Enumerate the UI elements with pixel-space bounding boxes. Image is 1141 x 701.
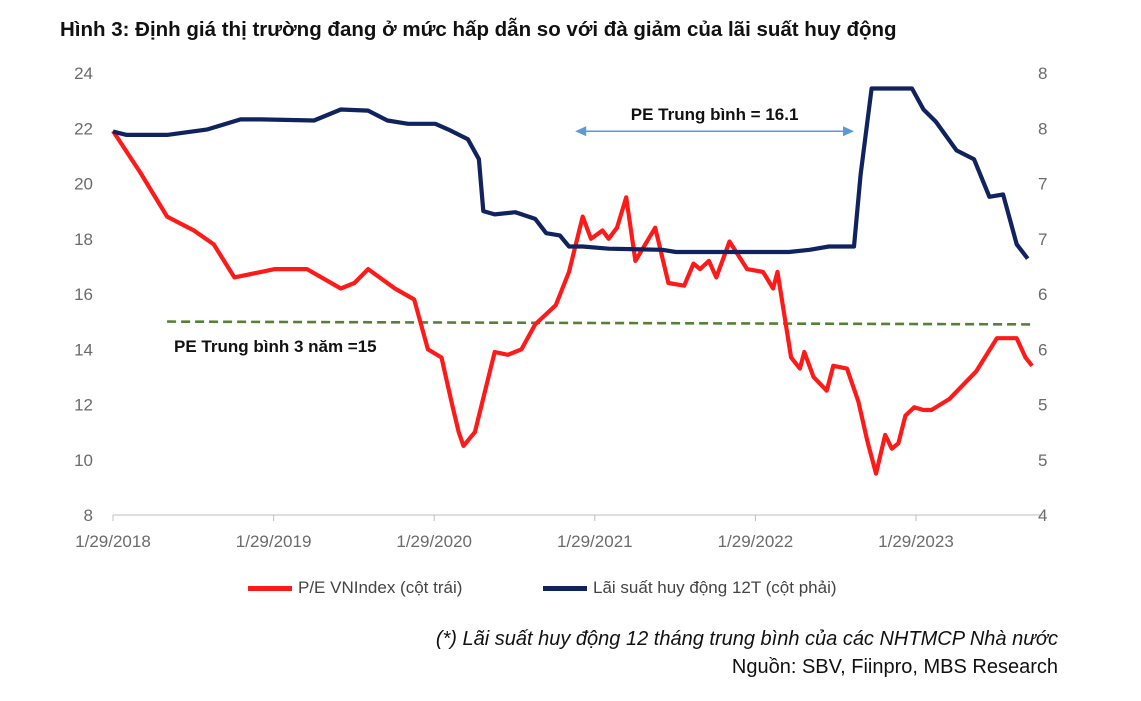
right-tick-label: 7 bbox=[1038, 175, 1047, 194]
legend: P/E VNIndex (cột trái) Lãi suất huy động… bbox=[0, 578, 1141, 606]
pe-3y-average-line bbox=[167, 320, 1033, 326]
left-tick-label: 22 bbox=[74, 119, 93, 138]
left-tick-label: 14 bbox=[74, 340, 93, 359]
left-tick-label: 10 bbox=[74, 451, 93, 470]
x-tick-label: 1/29/2021 bbox=[557, 532, 633, 551]
chart-title: Hình 3: Định giá thị trường đang ở mức h… bbox=[60, 18, 897, 41]
legend-swatch-pe bbox=[248, 585, 292, 591]
legend-item-rate: Lãi suất huy động 12T (cột phải) bbox=[543, 578, 837, 598]
x-tick-label: 1/29/2018 bbox=[75, 532, 151, 551]
right-tick-label: 5 bbox=[1038, 451, 1047, 470]
left-tick-label: 16 bbox=[74, 285, 93, 304]
right-tick-label: 4 bbox=[1038, 506, 1047, 525]
pe-vnindex-line bbox=[111, 129, 1034, 476]
left-tick-label: 12 bbox=[74, 396, 93, 415]
annotations-layer: PE Trung bình = 16.1 PE Trung bình 3 năm … bbox=[174, 105, 854, 356]
footnote: (*) Lãi suất huy động 12 tháng trung bìn… bbox=[435, 628, 1058, 650]
left-tick-label: 24 bbox=[74, 64, 93, 83]
right-tick-label: 5 bbox=[1038, 396, 1047, 415]
arrowhead-left-icon bbox=[575, 126, 587, 137]
legend-label-pe: P/E VNIndex (cột trái) bbox=[298, 578, 463, 597]
x-axis: 1/29/2018 1/29/2019 1/29/2020 1/29/2021 1/29… bbox=[75, 515, 954, 551]
arrowhead-right-icon bbox=[842, 126, 854, 137]
pe-average-annotation: PE Trung bình = 16.1 bbox=[631, 105, 799, 124]
left-tick-label: 8 bbox=[84, 506, 93, 525]
x-tick-label: 1/29/2019 bbox=[236, 532, 312, 551]
x-tick-label: 1/29/2020 bbox=[396, 532, 472, 551]
legend-item-pe: P/E VNIndex (cột trái) bbox=[248, 578, 462, 598]
right-tick-label: 8 bbox=[1038, 119, 1047, 138]
x-tick-label: 1/29/2022 bbox=[718, 532, 794, 551]
right-tick-label: 6 bbox=[1038, 340, 1047, 359]
right-axis: 8 8 7 7 6 6 5 5 4 bbox=[1038, 64, 1047, 525]
left-tick-label: 18 bbox=[74, 230, 93, 249]
series-layer bbox=[111, 86, 1034, 476]
right-tick-label: 8 bbox=[1038, 64, 1047, 83]
right-tick-label: 6 bbox=[1038, 285, 1047, 304]
left-tick-label: 20 bbox=[74, 175, 93, 194]
right-tick-label: 7 bbox=[1038, 230, 1047, 249]
x-tick-label: 1/29/2023 bbox=[878, 532, 954, 551]
pe-3y-average-annotation: PE Trung bình 3 năm =15 bbox=[174, 337, 377, 356]
legend-label-rate: Lãi suất huy động 12T (cột phải) bbox=[593, 578, 837, 597]
left-axis: 24 22 20 18 16 14 12 10 8 bbox=[74, 64, 93, 525]
source-note: Nguồn: SBV, Fiinpro, MBS Research bbox=[731, 656, 1058, 678]
legend-swatch-rate bbox=[543, 585, 587, 591]
deposit-rate-12m-line bbox=[112, 86, 1030, 260]
